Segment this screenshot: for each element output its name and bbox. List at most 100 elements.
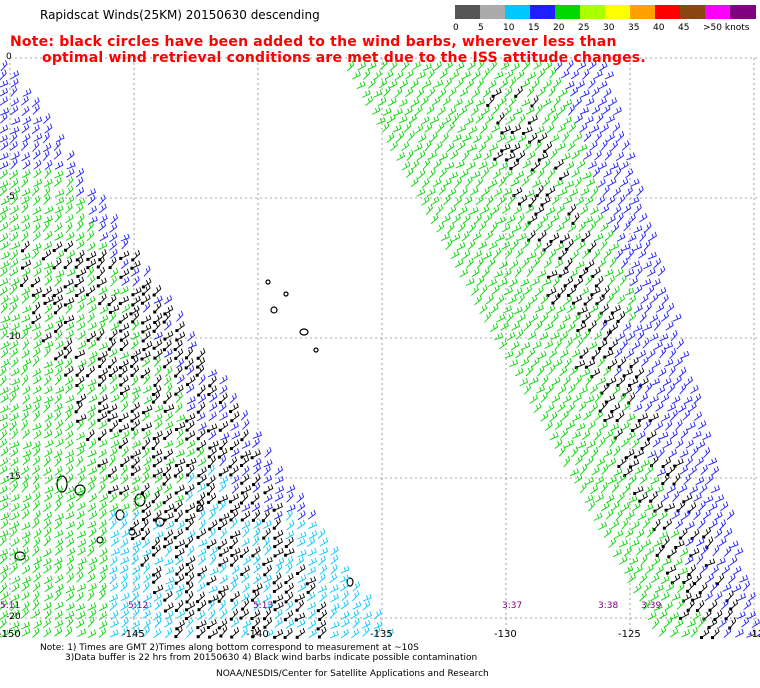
wind-barb (604, 412, 614, 421)
wind-barb (484, 133, 493, 144)
wind-barb (87, 458, 97, 467)
wind-barb (621, 243, 631, 252)
wind-barb (110, 439, 120, 449)
wind-barb (32, 422, 42, 431)
wind-barb (11, 626, 20, 637)
contamination-marker (698, 591, 702, 595)
contamination-marker (53, 301, 57, 305)
wind-barb (628, 312, 637, 323)
wind-barb (176, 310, 184, 322)
wind-barb (110, 275, 118, 287)
wind-barb (452, 134, 462, 143)
contamination-marker (251, 554, 255, 558)
wind-barb (679, 449, 689, 458)
wind-barb (373, 609, 382, 620)
wind-barb (43, 535, 51, 547)
wind-barb (575, 260, 585, 269)
wind-barb (732, 565, 742, 575)
wind-barb (65, 365, 74, 376)
wind-barb (186, 626, 194, 638)
wind-barb (87, 520, 97, 529)
wind-barb (76, 383, 85, 395)
contamination-marker (686, 608, 690, 612)
contamination-marker (535, 194, 539, 198)
wind-barb (153, 611, 162, 621)
wind-barb (198, 565, 208, 576)
wind-barb (652, 556, 661, 567)
wind-barb (319, 591, 327, 603)
legend-swatch (705, 5, 731, 19)
wind-barb (253, 574, 262, 585)
wind-barb (66, 473, 74, 485)
wind-barb (219, 475, 229, 485)
wind-barb (109, 256, 117, 268)
wind-barb (475, 98, 486, 107)
wind-barb (585, 476, 594, 486)
longitude-label: -12 (748, 629, 760, 640)
wind-barb (10, 562, 18, 574)
wind-barb (22, 454, 31, 466)
wind-barb (198, 374, 206, 386)
wind-barb (462, 150, 470, 162)
wind-barb (548, 348, 558, 359)
wind-barb (109, 619, 119, 628)
wind-barb (10, 474, 19, 484)
wind-barb (551, 312, 559, 324)
contamination-marker (666, 571, 669, 575)
wind-barb (76, 446, 85, 457)
wind-barb (439, 167, 447, 178)
wind-barb (220, 527, 227, 540)
wind-barb (564, 439, 574, 448)
wind-barb (76, 486, 86, 495)
wind-barb (617, 375, 626, 386)
wind-barb (607, 476, 617, 485)
contamination-marker (628, 384, 632, 387)
wind-barb (639, 590, 647, 602)
contamination-marker (173, 474, 177, 478)
wind-barb (624, 528, 634, 538)
wind-barb (54, 359, 64, 368)
wind-barb (483, 67, 490, 79)
contamination-marker (240, 438, 244, 442)
wind-barb (143, 510, 152, 520)
legend-label: 25 (578, 23, 590, 33)
wind-barb (21, 202, 29, 214)
wind-barb (230, 580, 238, 592)
wind-barb (597, 356, 605, 368)
contamination-marker (151, 546, 155, 550)
wind-barb (659, 531, 669, 539)
wind-barb (33, 302, 41, 314)
wind-barb (543, 240, 552, 251)
wind-barb (21, 591, 30, 601)
wind-barb (549, 432, 559, 441)
wind-barb (0, 302, 8, 314)
wind-barb (540, 312, 549, 324)
wind-barb (109, 484, 119, 493)
wind-barb (285, 562, 293, 574)
wind-barb (607, 457, 617, 468)
wind-barb (44, 275, 53, 286)
wind-barb (110, 420, 119, 431)
contamination-marker (604, 320, 607, 324)
wind-barb (550, 148, 558, 160)
wind-barb (0, 212, 7, 223)
wind-barb (546, 383, 554, 395)
wind-barb (87, 188, 97, 197)
wind-barb (53, 149, 62, 160)
wind-barb (457, 222, 466, 233)
wind-barb (164, 464, 172, 475)
wind-barb (562, 394, 572, 404)
wind-barb (165, 520, 175, 530)
wind-barb (405, 69, 414, 80)
wind-barb (580, 286, 589, 296)
wind-barb (163, 473, 171, 485)
contamination-marker (240, 518, 244, 522)
contamination-marker (208, 635, 212, 639)
wind-barb (142, 301, 151, 313)
wind-barb (418, 133, 427, 143)
contamination-marker (527, 238, 531, 242)
wind-barb (318, 573, 326, 584)
wind-barb (498, 278, 508, 287)
wind-barb (319, 547, 329, 556)
wind-barb (683, 493, 693, 503)
